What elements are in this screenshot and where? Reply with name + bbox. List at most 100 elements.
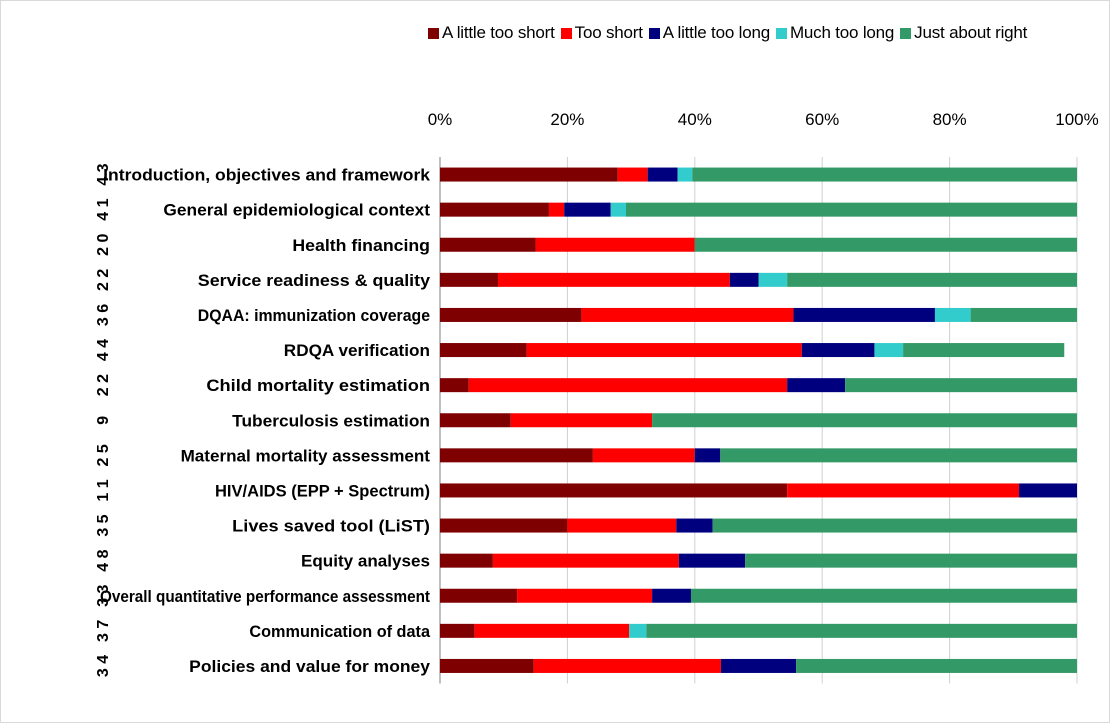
bar-14-1 — [533, 658, 721, 673]
n-label-13: 3 7 — [95, 620, 112, 642]
bar-1-1 — [548, 202, 565, 217]
bar-0-0 — [440, 167, 618, 182]
bar-4-2 — [793, 307, 935, 322]
bar-8-1 — [592, 448, 695, 463]
bar-7-4 — [652, 413, 1077, 428]
category-label-11: Equity analyses — [301, 552, 430, 571]
n-label-3: 2 2 — [95, 269, 112, 291]
bar-6-2 — [787, 378, 846, 393]
bar-1-2 — [564, 202, 611, 217]
bar-11-2 — [678, 553, 746, 568]
bar-2-4 — [694, 237, 1077, 252]
category-label-8: Maternal mortality assessment — [181, 446, 431, 465]
n-label-6: 2 2 — [95, 374, 112, 396]
bar-8-0 — [440, 448, 593, 463]
bar-1-3 — [610, 202, 627, 217]
bar-8-4 — [720, 448, 1077, 463]
category-label-9: HIV/AIDS (EPP + Spectrum) — [215, 481, 430, 500]
chart-legend: A little too short Too short A little too … — [428, 20, 1033, 46]
legend-label-2: A little too long — [662, 23, 770, 42]
bar-8-2 — [694, 448, 721, 463]
bar-5-1 — [526, 343, 802, 358]
legend-item-2: A little too long — [648, 23, 770, 43]
legend-item-0: A little too short — [428, 23, 555, 43]
n-label-4: 3 6 — [95, 304, 112, 326]
x-tick-label-1: 20% — [550, 110, 584, 129]
bar-12-2 — [652, 588, 691, 603]
bar-14-2 — [720, 658, 797, 673]
legend-swatch-3 — [775, 27, 787, 39]
bar-9-0 — [440, 483, 788, 498]
bar-11-0 — [440, 553, 493, 568]
bar-5-4 — [903, 343, 1065, 358]
bar-6-0 — [440, 378, 469, 393]
legend-swatch-0 — [428, 27, 439, 39]
n-label-2: 2 0 — [95, 234, 112, 256]
bar-3-0 — [440, 272, 498, 287]
bar-6-4 — [845, 378, 1077, 393]
n-label-1: 4 1 — [95, 198, 112, 220]
x-tick-label-2: 40% — [678, 110, 712, 129]
category-label-7: Tuberculosis estimation — [232, 411, 430, 430]
legend-label-3: Much too long — [789, 23, 895, 42]
category-label-0: Introduction, objectives and framework — [103, 166, 430, 185]
x-tick-label-3: 60% — [805, 110, 839, 129]
x-tick-label-4: 80% — [933, 110, 967, 129]
bar-3-1 — [497, 272, 730, 287]
bar-10-4 — [712, 518, 1077, 533]
n-label-0: 4 3 — [95, 163, 112, 185]
n-label-10: 3 5 — [95, 514, 112, 536]
bar-5-2 — [801, 343, 875, 358]
category-label-1: General epidemiological context — [163, 201, 430, 220]
bar-5-0 — [440, 343, 527, 358]
bar-5-3 — [874, 343, 904, 358]
bar-4-1 — [581, 307, 794, 322]
bar-13-4 — [646, 623, 1077, 638]
legend-label-1: Too short — [574, 23, 643, 42]
bar-9-1 — [787, 483, 1020, 498]
bar-0-2 — [647, 167, 678, 182]
n-label-14: 3 4 — [95, 655, 112, 677]
bar-14-4 — [796, 658, 1077, 673]
bar-11-1 — [492, 553, 679, 568]
bar-10-1 — [567, 518, 677, 533]
bar-4-3 — [934, 307, 971, 322]
n-label-7: 9 — [95, 416, 112, 425]
bar-10-2 — [676, 518, 713, 533]
bar-9-2 — [1019, 483, 1077, 498]
bar-1-4 — [626, 202, 1077, 217]
category-label-13: Communication of data — [249, 622, 430, 641]
category-label-4: DQAA: immunization coverage — [198, 306, 430, 325]
legend-swatch-1 — [560, 27, 572, 39]
bar-4-4 — [970, 307, 1077, 322]
category-label-5: RDQA verification — [284, 341, 430, 360]
category-label-14: Policies and value for money — [189, 657, 430, 676]
legend-swatch-4 — [900, 27, 912, 39]
bar-3-3 — [758, 272, 788, 287]
category-label-12: Overall quantitative performance assessm… — [100, 587, 430, 606]
bar-1-0 — [440, 202, 549, 217]
bar-3-4 — [787, 272, 1077, 287]
legend-item-1: Too short — [560, 23, 643, 43]
bar-4-0 — [440, 307, 582, 322]
n-label-8: 2 5 — [95, 444, 112, 466]
bar-7-0 — [440, 413, 511, 428]
category-label-10: Lives saved tool (LiST) — [232, 517, 430, 536]
legend-item-3: Much too long — [775, 23, 895, 43]
legend-swatch-2 — [648, 27, 660, 39]
bar-6-1 — [468, 378, 788, 393]
n-label-11: 4 8 — [95, 549, 112, 571]
legend-item-4: Just about right — [900, 23, 1027, 43]
legend-label-4: Just about right — [914, 23, 1028, 42]
bar-14-0 — [440, 658, 534, 673]
bar-13-3 — [629, 623, 647, 638]
legend-label-0: A little too short — [442, 23, 555, 42]
category-label-2: Health financing — [292, 236, 430, 255]
bar-0-4 — [692, 167, 1077, 182]
category-label-6: Child mortality estimation — [206, 376, 430, 395]
n-label-5: 4 4 — [95, 339, 112, 361]
n-label-12: 3 3 — [95, 585, 112, 607]
bar-13-0 — [440, 623, 475, 638]
